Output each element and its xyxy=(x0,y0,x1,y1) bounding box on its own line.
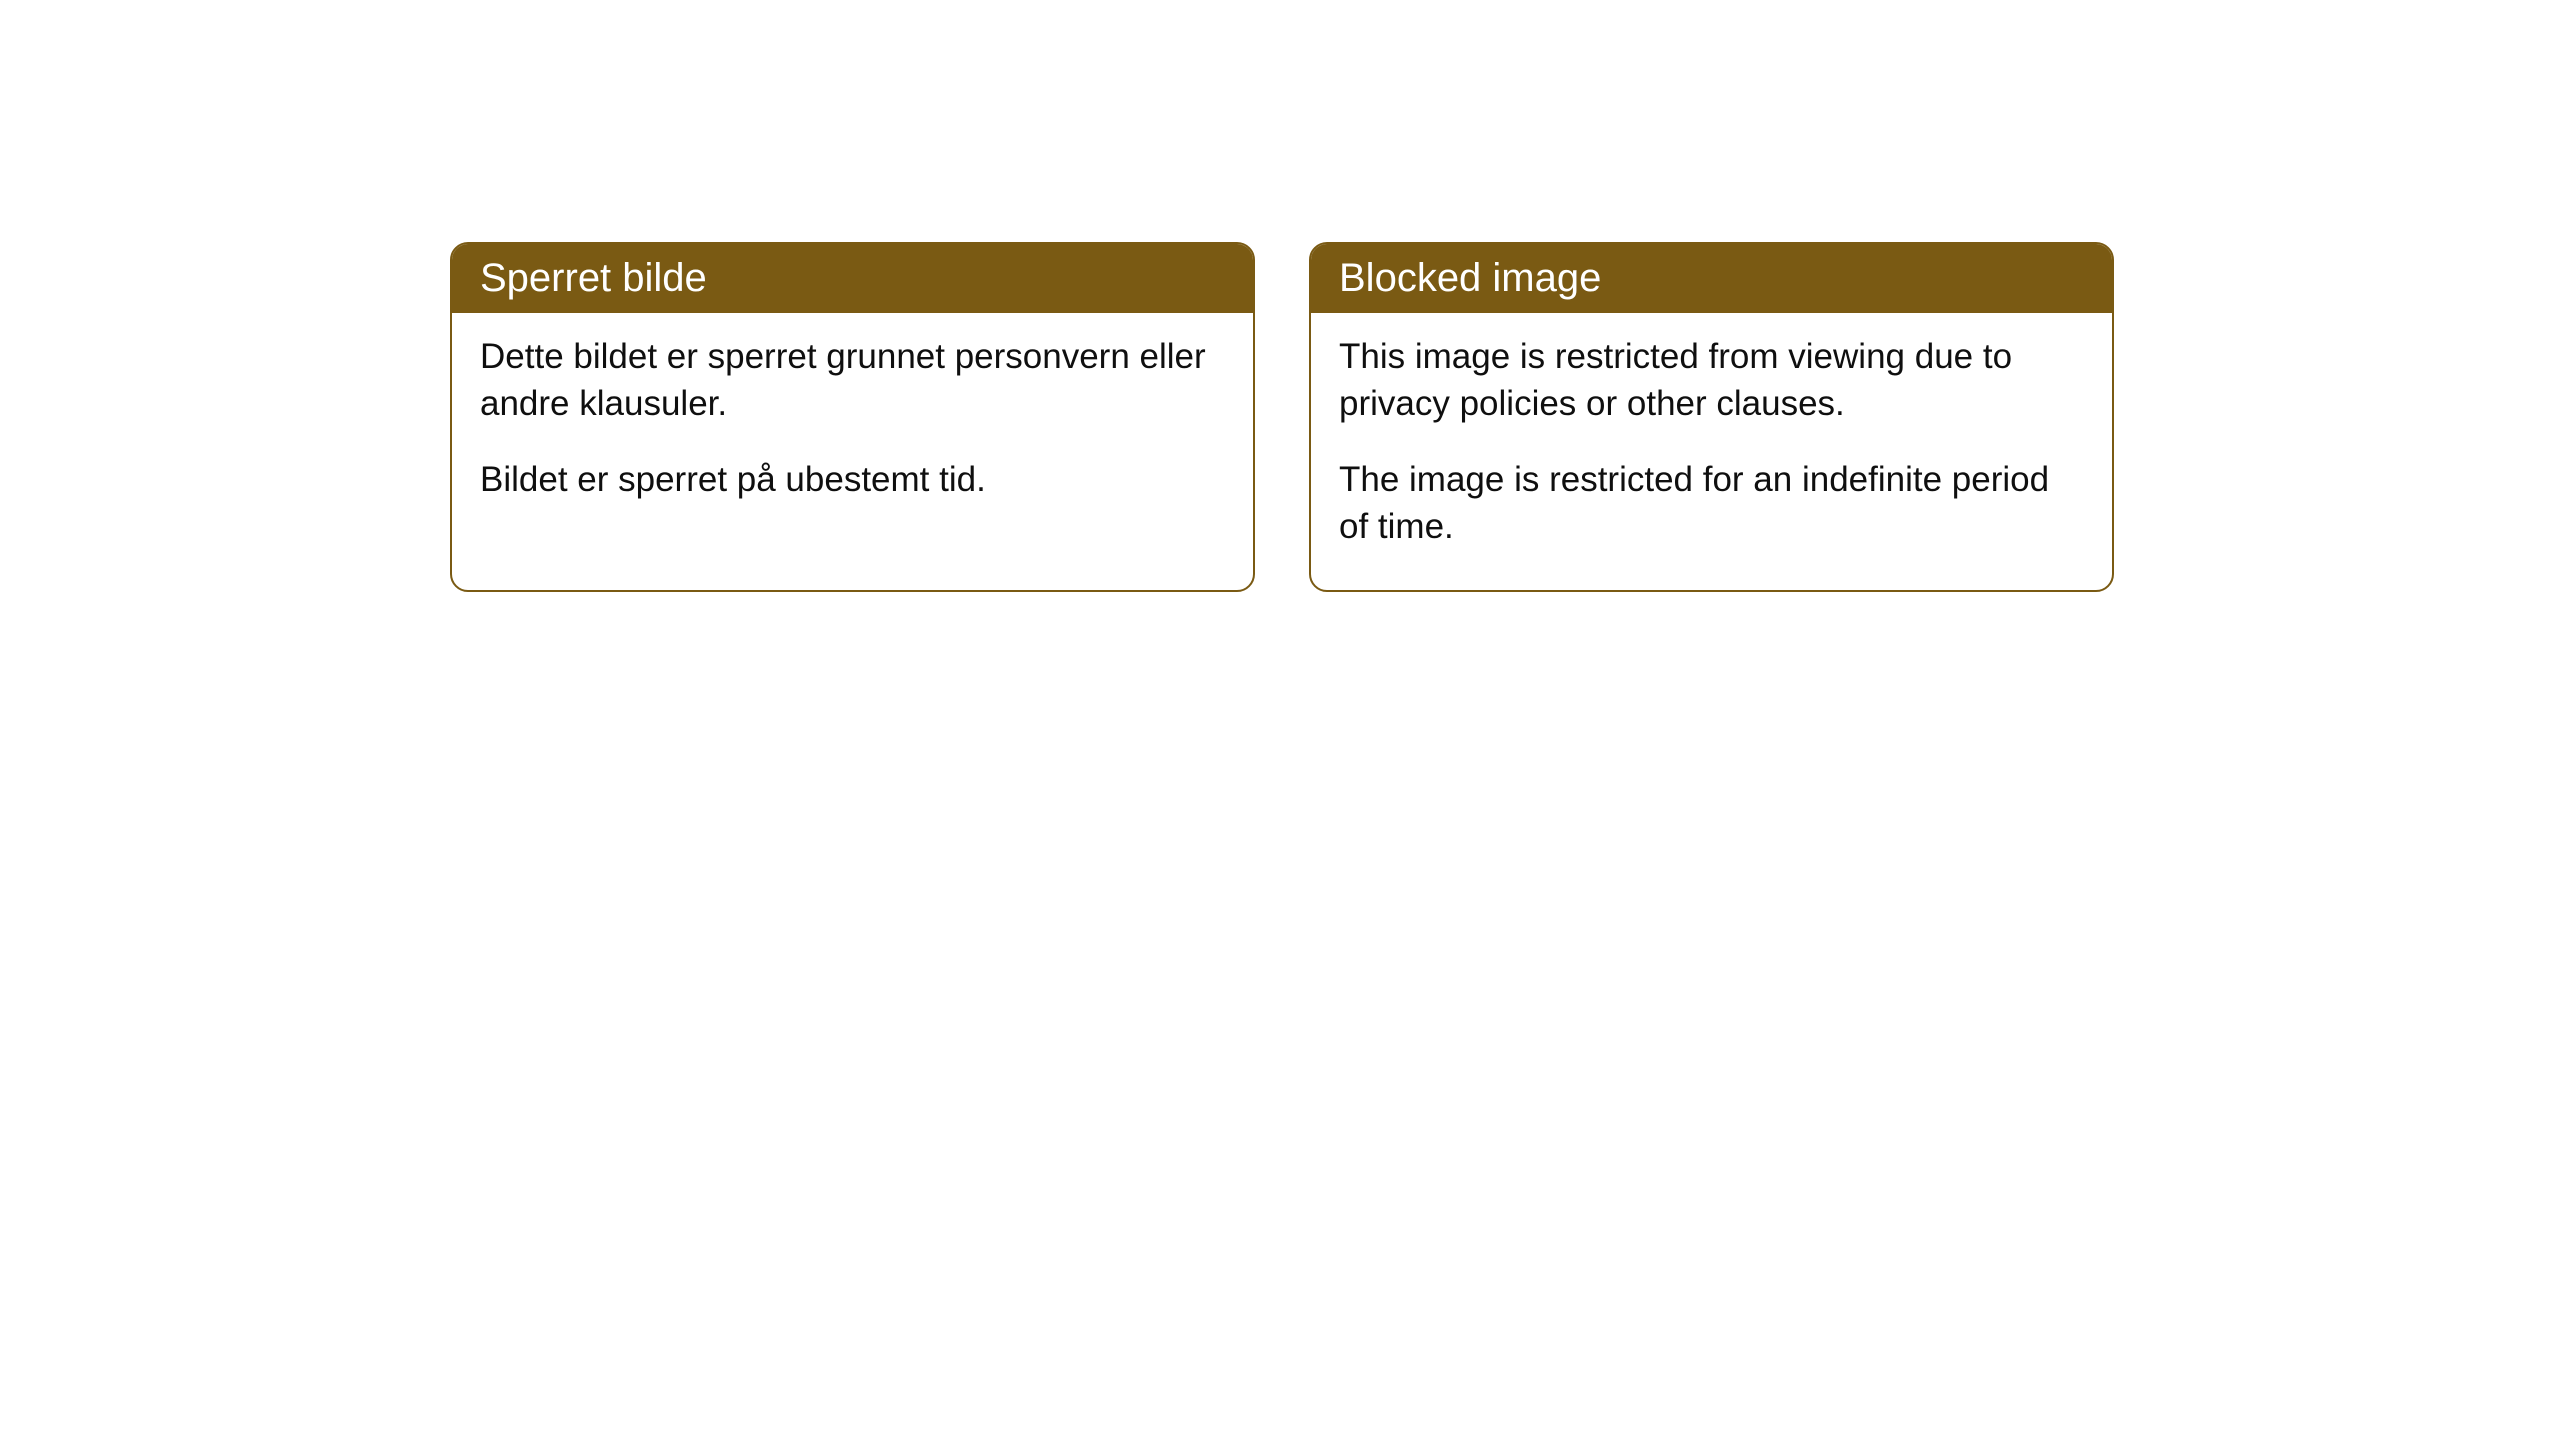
card-body-english: This image is restricted from viewing du… xyxy=(1311,313,2112,590)
cards-container: Sperret bilde Dette bildet er sperret gr… xyxy=(450,242,2114,592)
card-paragraph: Bildet er sperret på ubestemt tid. xyxy=(480,456,1225,503)
card-paragraph: The image is restricted for an indefinit… xyxy=(1339,456,2084,551)
card-header-english: Blocked image xyxy=(1311,244,2112,313)
card-header-norwegian: Sperret bilde xyxy=(452,244,1253,313)
card-paragraph: Dette bildet er sperret grunnet personve… xyxy=(480,333,1225,428)
card-norwegian: Sperret bilde Dette bildet er sperret gr… xyxy=(450,242,1255,592)
card-english: Blocked image This image is restricted f… xyxy=(1309,242,2114,592)
card-paragraph: This image is restricted from viewing du… xyxy=(1339,333,2084,428)
card-body-norwegian: Dette bildet er sperret grunnet personve… xyxy=(452,313,1253,543)
